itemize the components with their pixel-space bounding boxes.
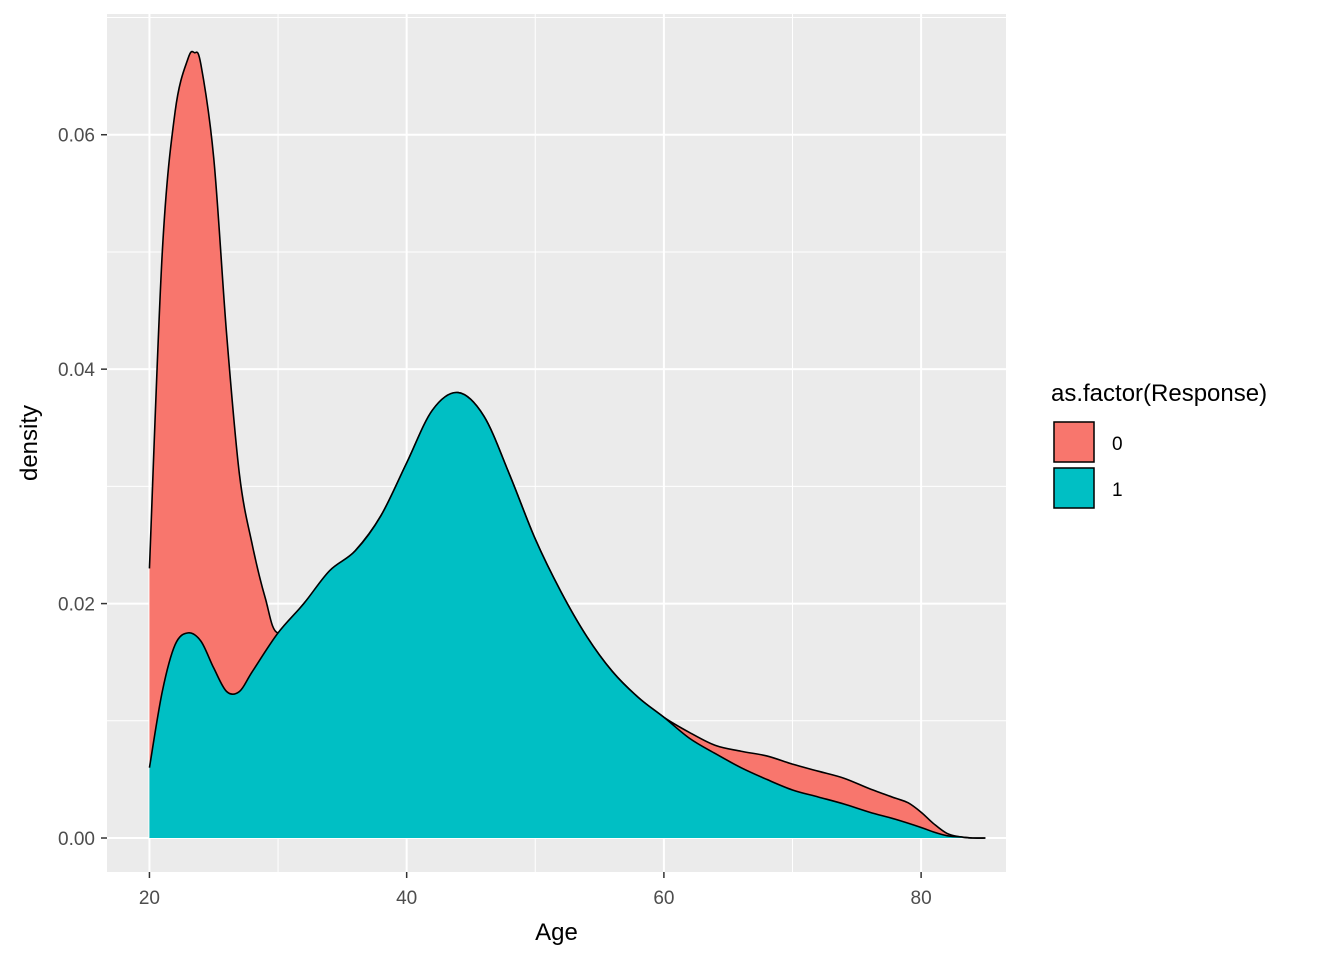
y-tick-label: 0.06 bbox=[58, 126, 95, 147]
y-tick-label: 0.04 bbox=[58, 360, 95, 381]
legend-key-0 bbox=[1053, 421, 1095, 463]
y-axis: 0.00 0.02 0.04 0.06 bbox=[58, 126, 107, 850]
x-tick-label: 40 bbox=[396, 888, 417, 909]
density-areas bbox=[148, 50, 986, 839]
x-axis: 20 40 60 80 bbox=[139, 872, 932, 909]
y-tick-label: 0.00 bbox=[58, 829, 95, 850]
y-axis-title: density bbox=[16, 405, 43, 481]
legend-key-1 bbox=[1053, 467, 1095, 509]
y-tick-label: 0.02 bbox=[58, 595, 95, 616]
x-tick-label: 20 bbox=[139, 888, 160, 909]
legend-title: as.factor(Response) bbox=[1051, 380, 1267, 407]
density-outline-1 bbox=[148, 391, 986, 839]
x-axis-title: Age bbox=[535, 919, 578, 946]
x-tick-label: 80 bbox=[911, 888, 932, 909]
density-area-1 bbox=[149, 392, 986, 839]
x-tick-label: 60 bbox=[653, 888, 674, 909]
legend-label-1: 1 bbox=[1112, 480, 1123, 501]
legend: as.factor(Response) 0 1 bbox=[1051, 380, 1267, 509]
legend-label-0: 0 bbox=[1112, 434, 1123, 455]
